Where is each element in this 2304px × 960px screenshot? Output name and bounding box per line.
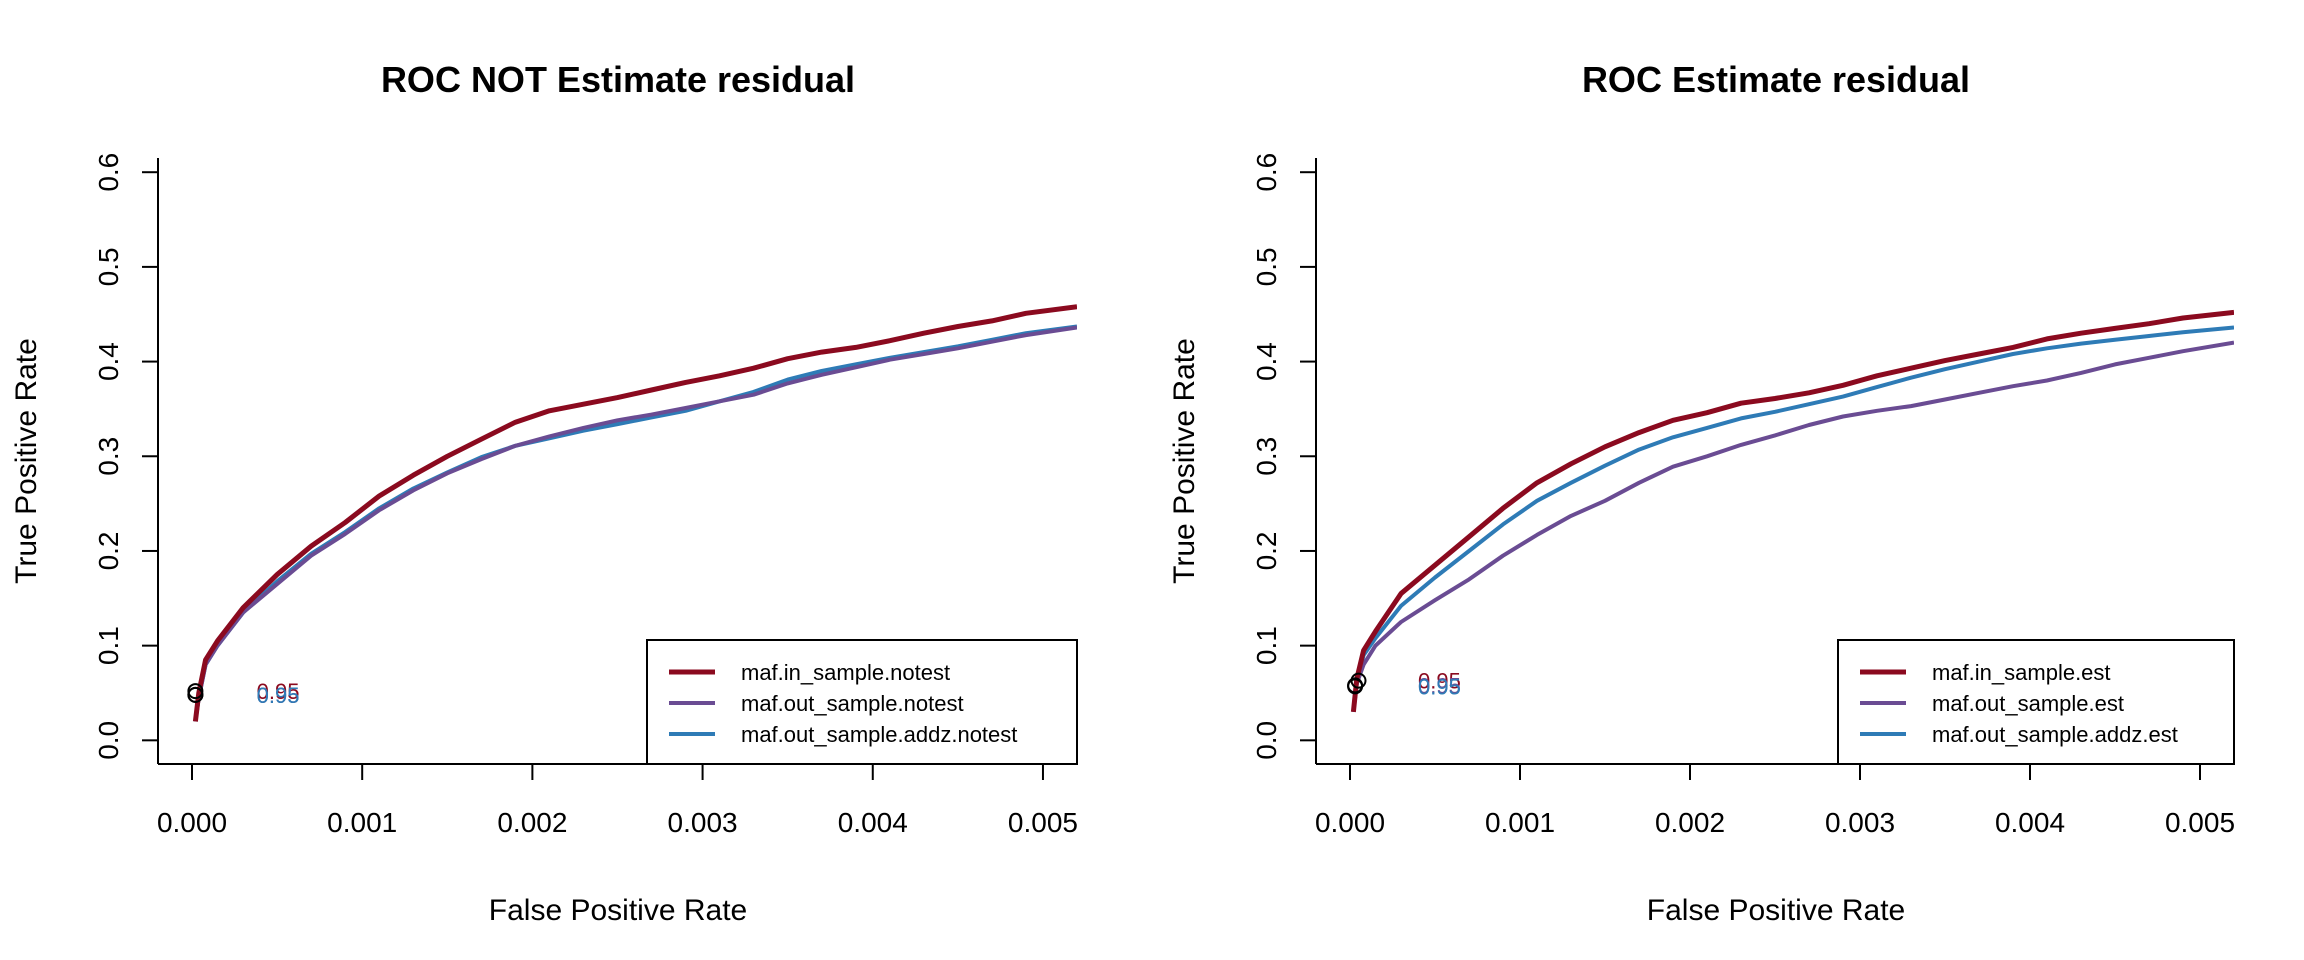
chart-1-cutoff-label: 0.95: [257, 683, 300, 708]
chart-2-x-tick-label: 0.004: [1995, 807, 2065, 838]
chart-2-x-axis-label: False Positive Rate: [1647, 894, 1905, 927]
chart-1-y-tick-label: 0.5: [93, 247, 124, 286]
chart-2-y-tick-label: 0.4: [1251, 342, 1282, 381]
chart-1-y-tick-label: 0.0: [93, 721, 124, 760]
chart-2-y-tick-label: 0.6: [1251, 153, 1282, 192]
chart-2-series-line-3: [1351, 325, 2234, 713]
chart-1-legend: [646, 639, 1078, 765]
chart-1-series-line-2: [193, 325, 1077, 722]
chart-1-legend-label: maf.out_sample.addz.notest: [741, 722, 1017, 747]
chart-2-x-tick-label: 0.002: [1655, 807, 1725, 838]
chart-2-y-tick-label: 0.1: [1251, 626, 1282, 665]
chart-2-legend-label: maf.out_sample.est: [1932, 691, 2124, 716]
chart-2: ROC Estimate residual 0.0 0.1 0.2 0.3 0.4 0.5 0…: [1168, 59, 2235, 927]
chart-2-cutoff-label: 0.95: [1418, 673, 1461, 698]
chart-2-series-group: [1350, 309, 2234, 713]
chart-1-x-tick-label: 0.000: [157, 807, 227, 838]
chart-1-x-tick-label: 0.001: [327, 807, 397, 838]
chart-2-legend-label: maf.in_sample.est: [1932, 660, 2111, 685]
chart-1-y-tick-label: 0.2: [93, 531, 124, 570]
chart-1-y-tick-label: 0.3: [93, 437, 124, 476]
chart-2-cutoff-label: 0.95: [1418, 674, 1461, 699]
chart-1-x-tick-label: 0.005: [1008, 807, 1078, 838]
chart-1: ROC NOT Estimate residual 0.0 0.1 0.2 0.3 0.4…: [10, 59, 1078, 927]
chart-1-x-tick-label: 0.002: [497, 807, 567, 838]
chart-2-series-line-1: [1350, 309, 2234, 713]
chart-1-y-tick-label: 0.1: [93, 626, 124, 665]
chart-1-x-tick-label: 0.003: [668, 807, 738, 838]
chart-2-x-tick-label: 0.000: [1315, 807, 1385, 838]
chart-1-x-tick-label: 0.004: [838, 807, 908, 838]
chart-1-y-axis-label: True Positive Rate: [10, 338, 43, 584]
chart-1-cutoff-label: 0.95: [257, 679, 300, 704]
chart-2-series-line-2: [1351, 340, 2234, 713]
chart-2-title: ROC Estimate residual: [1582, 59, 1970, 100]
chart-1-cutoff-marker: [187, 686, 204, 703]
chart-2-y-tick-label: 0.0: [1251, 721, 1282, 760]
chart-1-legend-label: maf.in_sample.notest: [741, 660, 950, 685]
chart-1-series-line-1: [192, 304, 1077, 722]
chart-1-y-tick-label: 0.4: [93, 342, 124, 381]
chart-1-x-axis-label: False Positive Rate: [489, 894, 747, 927]
chart-1-series-group: [192, 304, 1077, 722]
chart-2-cutoff-label: 0.95: [1418, 669, 1461, 694]
chart-2-y-tick-label: 0.2: [1251, 531, 1282, 570]
chart-2-cutoff-marker: [1347, 678, 1364, 695]
chart-1-legend-label: maf.out_sample.notest: [741, 691, 964, 716]
chart-1-cutoff-label: 0.95: [257, 683, 300, 708]
chart-2-y-axis-label: True Positive Rate: [1168, 338, 1201, 584]
chart-2-y-tick-label: 0.3: [1251, 437, 1282, 476]
chart-1-title: ROC NOT Estimate residual: [381, 59, 855, 100]
chart-2-x-tick-label: 0.001: [1485, 807, 1555, 838]
chart-1-y-tick-label: 0.6: [93, 153, 124, 192]
chart-2-y-tick-label: 0.5: [1251, 247, 1282, 286]
chart-2-legend-label: maf.out_sample.addz.est: [1932, 722, 2178, 747]
chart-2-x-tick-label: 0.005: [2165, 807, 2235, 838]
chart-2-x-tick-label: 0.003: [1825, 807, 1895, 838]
